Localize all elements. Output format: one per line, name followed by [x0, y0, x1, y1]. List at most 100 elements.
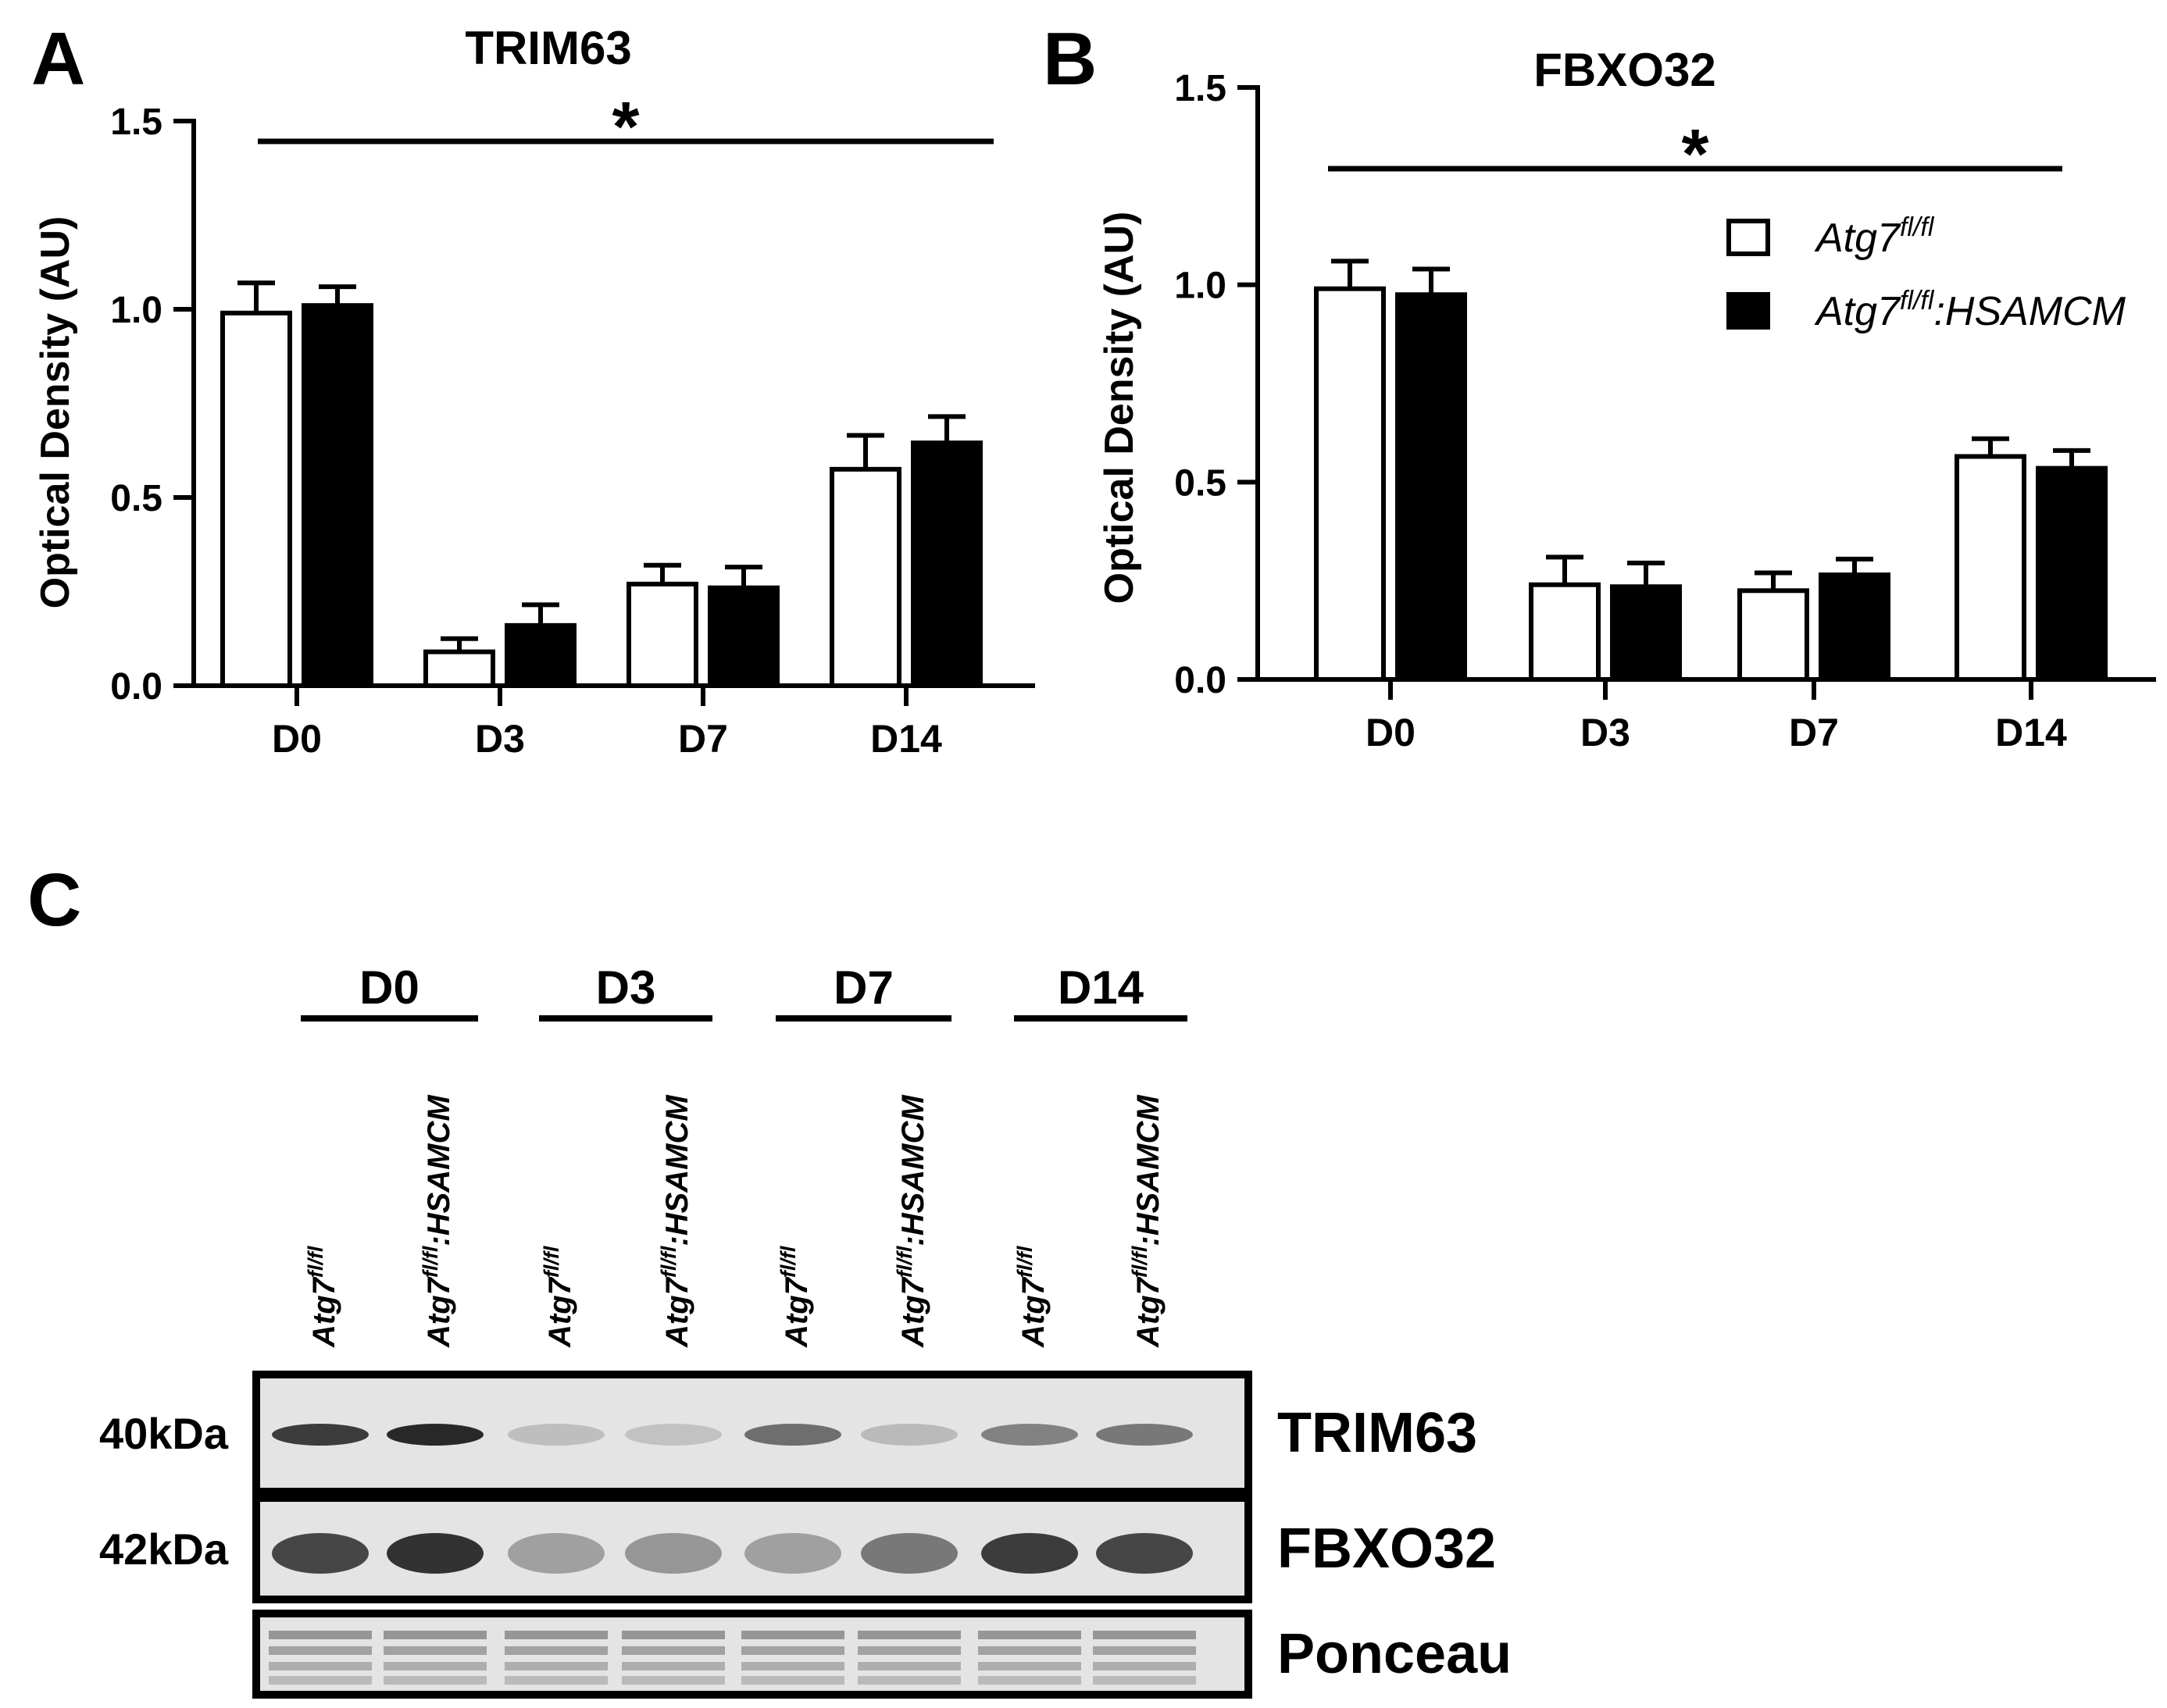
blot-band	[384, 1646, 487, 1655]
blot-band	[269, 1646, 372, 1655]
blot-band	[269, 1631, 372, 1639]
lane-label: Atg7fl/fl:HSAMCM	[657, 1094, 694, 1348]
bar	[1819, 572, 1890, 682]
blot-band	[744, 1424, 841, 1446]
blot-band	[387, 1424, 484, 1446]
western-blot: D0 D3 D7 D14 Atg7fl/fl Atg7fl/fl:HSAMCM Atg7fl…	[99, 961, 1512, 1699]
blot-band	[269, 1662, 372, 1671]
blot-band	[981, 1424, 1078, 1446]
y-tick-label: 1.5	[110, 102, 162, 143]
blot-band	[741, 1676, 844, 1685]
legend: Atg7fl/fl Atg7fl/fl:HSAMCM	[1726, 212, 2126, 334]
blot-band	[505, 1631, 608, 1639]
blot-band	[384, 1662, 487, 1671]
blot-band	[272, 1533, 369, 1574]
lane-label: Atg7fl/fl	[1013, 1246, 1051, 1348]
blot-band	[1096, 1533, 1193, 1574]
bar	[1955, 454, 2026, 683]
y-axis-label: Optical Density (AU)	[33, 216, 78, 609]
blot-row-label: TRIM63	[1277, 1402, 1477, 1464]
lane-label: Atg7fl/fl	[304, 1246, 341, 1348]
legend-swatch-control	[1726, 219, 1770, 256]
chart-trim63-quantification: TRIM63 Optical Density (AU) 0.0 0.5 1.0 1.5…	[33, 22, 1035, 761]
blot-band	[858, 1676, 961, 1685]
x-tick-label: D0	[1366, 711, 1416, 754]
bar	[1529, 582, 1601, 682]
bar	[423, 649, 495, 688]
bar	[505, 622, 577, 689]
blot-band	[622, 1631, 725, 1639]
blot-band	[505, 1662, 608, 1671]
blot-band	[858, 1631, 961, 1639]
blot-row-label: FBXO32	[1277, 1517, 1496, 1580]
blot-band	[622, 1646, 725, 1655]
blot-band	[981, 1533, 1078, 1574]
x-tick-label: D3	[475, 717, 525, 761]
bar	[1314, 286, 1386, 682]
blot-band	[978, 1631, 1081, 1639]
chart-fbxo32-quantification: FBXO32 Optical Density (AU) 0.0 0.5 1.0 1.5…	[1097, 44, 2156, 754]
y-tick-label: 0.0	[110, 666, 162, 708]
blot-band	[625, 1533, 722, 1574]
y-tick-label: 1.0	[1174, 266, 1226, 307]
y-tick-label: 1.0	[110, 290, 162, 331]
blot-band	[978, 1646, 1081, 1655]
chart-title: TRIM63	[465, 22, 631, 74]
panel-letter-c: C	[27, 858, 81, 942]
blot-band	[272, 1424, 369, 1446]
bar	[911, 440, 983, 688]
blot-band	[387, 1533, 484, 1574]
bar	[627, 581, 698, 688]
group-label: D0	[359, 961, 419, 1014]
legend-swatch-knockout	[1726, 292, 1770, 330]
chart-title: FBXO32	[1533, 44, 1715, 96]
blot-band	[1093, 1662, 1196, 1671]
blot-strip-ponceau	[252, 1610, 1252, 1699]
molecular-weight-marker: 40kDa	[99, 1409, 229, 1458]
blot-band	[978, 1676, 1081, 1685]
blot-band	[741, 1646, 844, 1655]
blot-band	[861, 1533, 958, 1574]
lane-label: Atg7fl/fl:HSAMCM	[1128, 1094, 1166, 1348]
panel-letter-b: B	[1043, 17, 1097, 101]
bar	[302, 303, 373, 688]
bar	[1395, 292, 1467, 682]
group-label: D7	[834, 961, 894, 1014]
blot-row-label: Ponceau	[1277, 1623, 1512, 1685]
significance-star: *	[1681, 116, 1708, 194]
lane-label: Atg7fl/fl	[776, 1246, 814, 1348]
legend-label-control: Atg7fl/fl	[1814, 212, 1935, 261]
x-tick-label: D0	[272, 717, 322, 761]
blot-band	[622, 1676, 725, 1685]
blot-band	[978, 1662, 1081, 1671]
significance-star: *	[612, 88, 639, 166]
blot-band	[741, 1631, 844, 1639]
bar	[220, 310, 292, 688]
molecular-weight-marker: 42kDa	[99, 1524, 229, 1574]
blot-band	[505, 1646, 608, 1655]
blot-band	[858, 1662, 961, 1671]
blot-band	[861, 1424, 958, 1446]
lane-label: Atg7fl/fl:HSAMCM	[419, 1094, 456, 1348]
x-tick-label: D3	[1580, 711, 1630, 754]
blot-band	[269, 1676, 372, 1685]
blot-band	[508, 1424, 605, 1446]
bar	[2036, 465, 2108, 682]
y-tick-label: 1.5	[1174, 68, 1226, 109]
blot-band	[744, 1533, 841, 1574]
legend-label-knockout: Atg7fl/fl:HSAMCM	[1814, 286, 2126, 334]
blot-band	[384, 1676, 487, 1685]
y-tick-label: 0.0	[1174, 660, 1226, 701]
blot-strip-fbxo32	[252, 1494, 1252, 1603]
blot-band	[1096, 1424, 1193, 1446]
blot-band	[508, 1533, 605, 1574]
group-label: D14	[1058, 961, 1144, 1014]
bar	[1737, 588, 1809, 682]
blot-band	[625, 1424, 722, 1446]
blot-band	[1093, 1646, 1196, 1655]
y-tick-label: 0.5	[1174, 462, 1226, 504]
blot-band	[1093, 1676, 1196, 1685]
blot-band	[505, 1676, 608, 1685]
blot-band	[1093, 1631, 1196, 1639]
